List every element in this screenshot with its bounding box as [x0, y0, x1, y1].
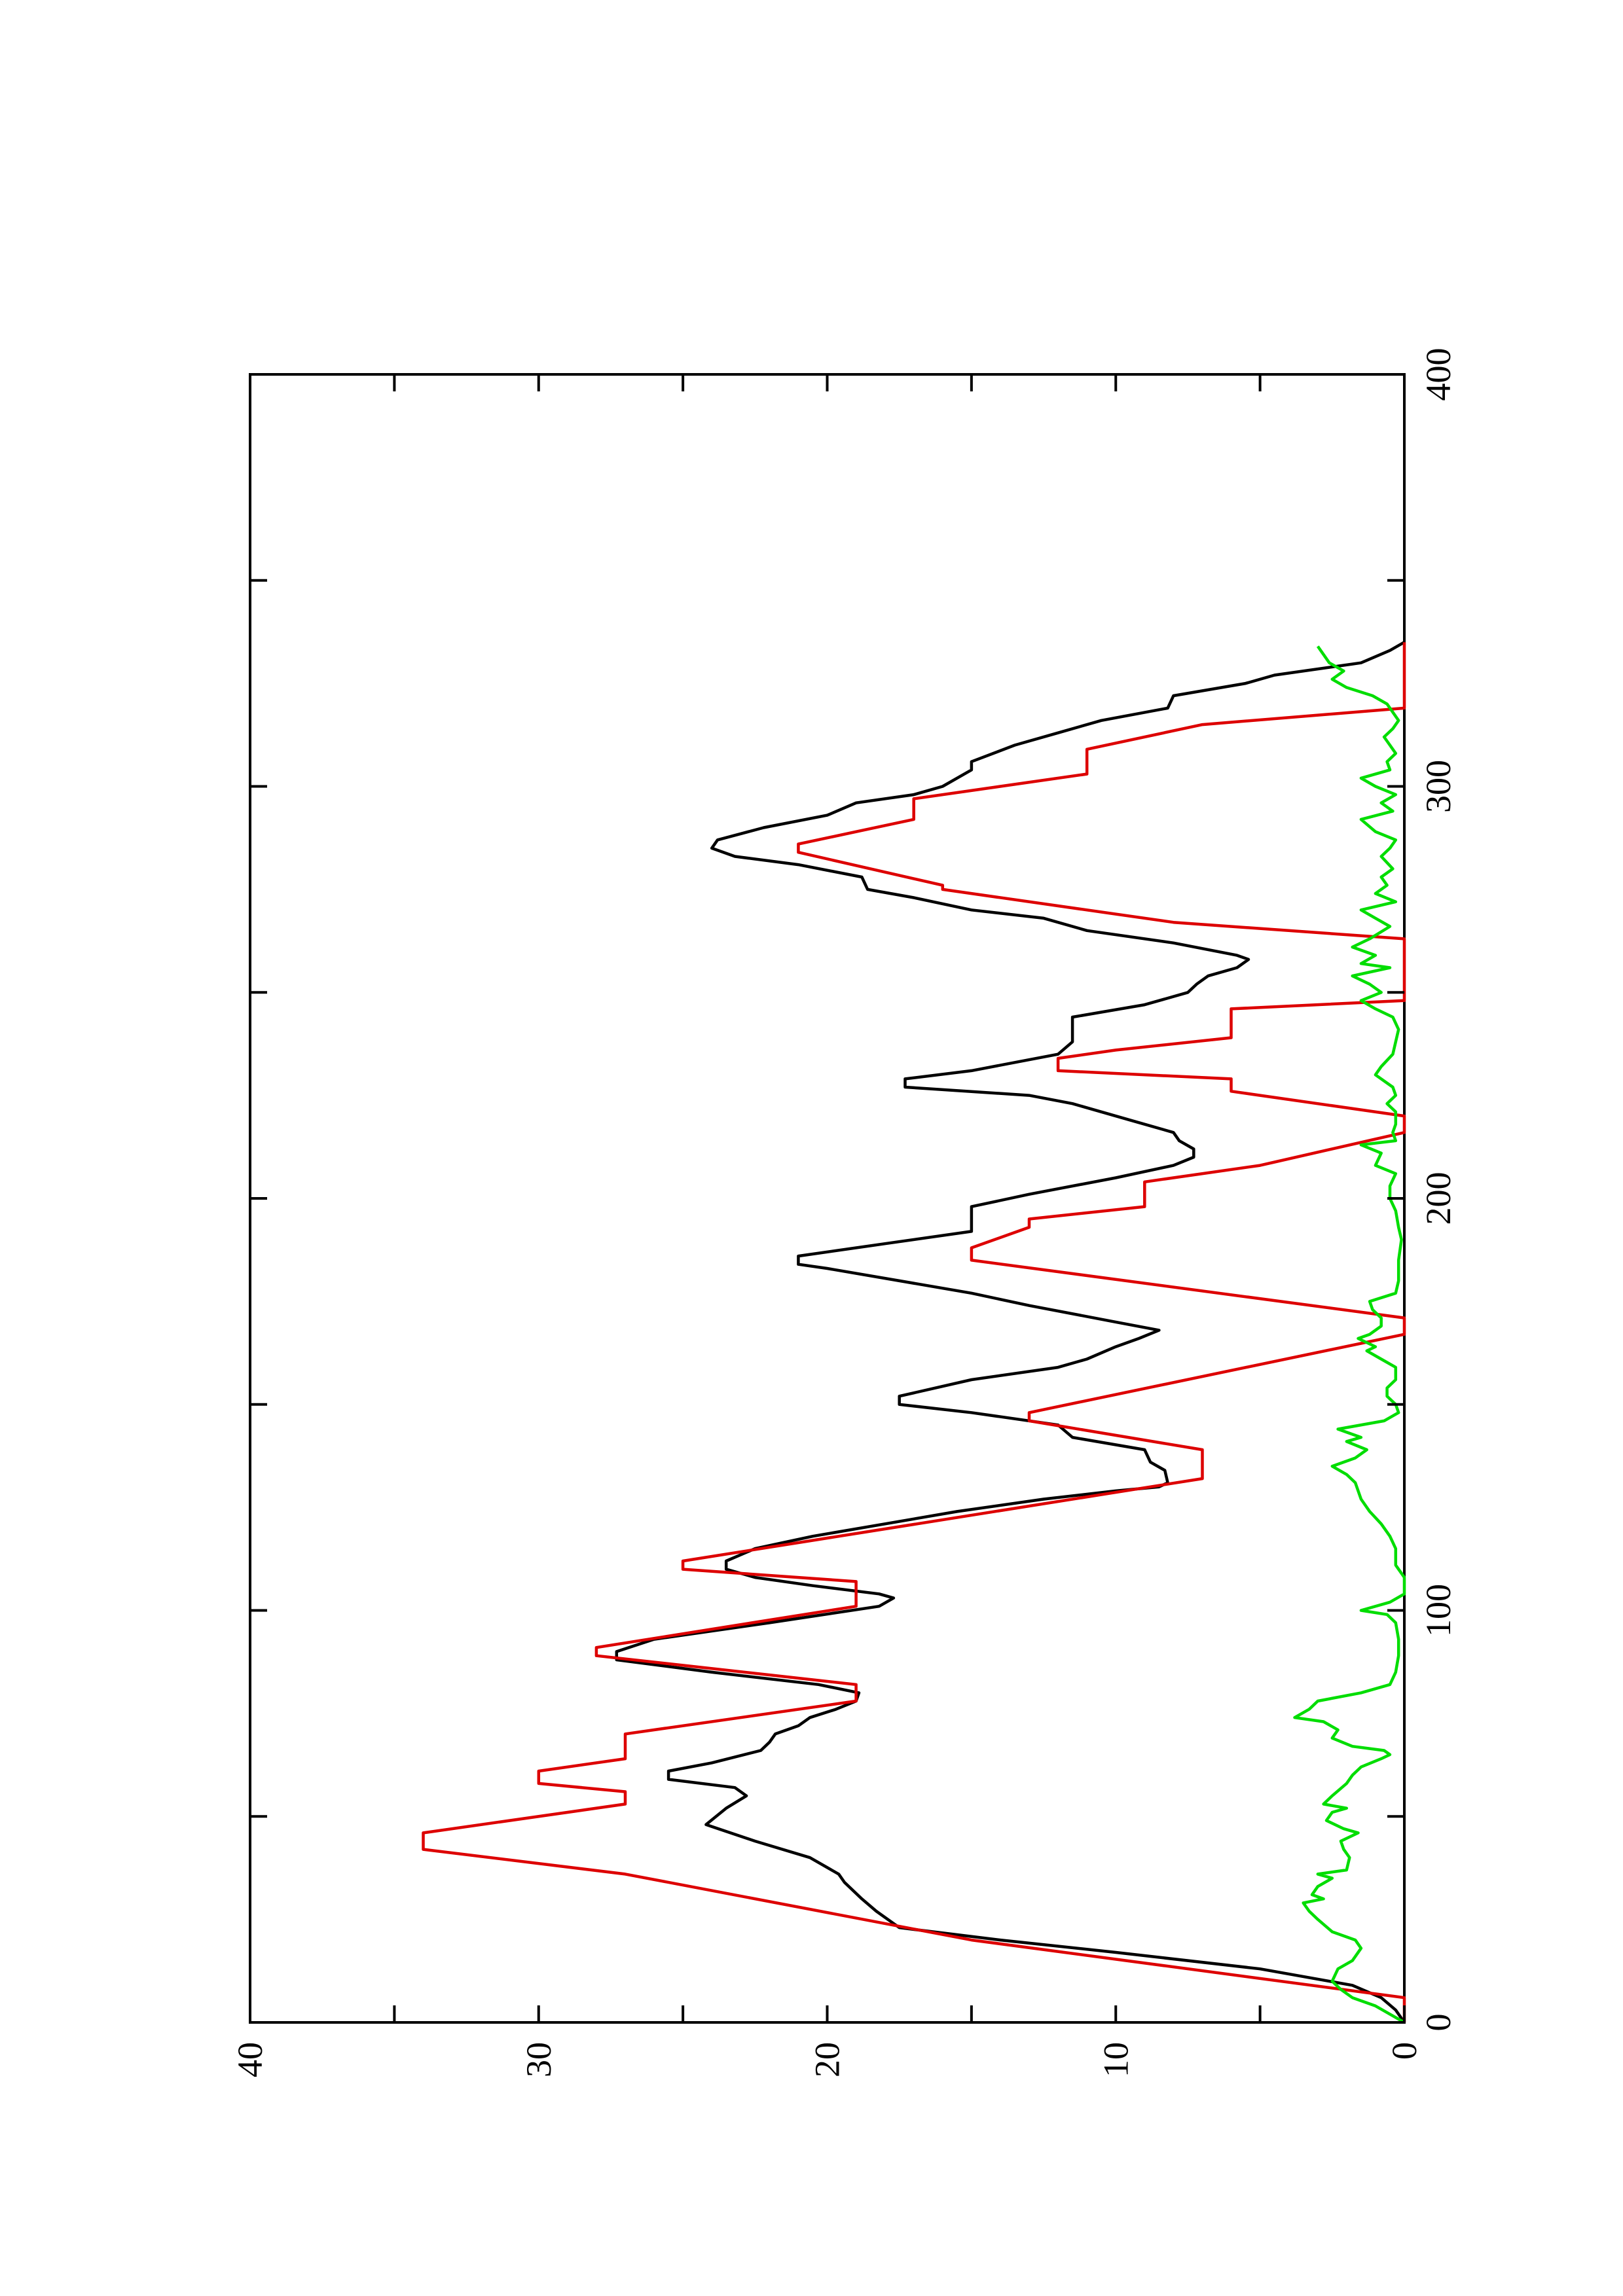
x-tick-label: 200 [1419, 1172, 1458, 1225]
y-tick-label: 20 [808, 2042, 847, 2077]
y-tick-label: 10 [1096, 2042, 1135, 2077]
x-tick-label: 0 [1419, 2014, 1458, 2032]
series-group [422, 641, 1406, 2024]
axes [249, 373, 1406, 2024]
series-line-1 [615, 641, 1406, 2024]
y-tick-label: 0 [1385, 2042, 1424, 2060]
x-tick-label: 300 [1419, 760, 1458, 813]
x-tick-label: 400 [1419, 348, 1458, 401]
y-tick-label: 40 [230, 2042, 270, 2077]
x-tick-label: 100 [1419, 1584, 1458, 1637]
y-tick-label: 30 [519, 2042, 558, 2077]
series-line-3 [1293, 645, 1406, 2024]
ticks: 0 100 200 300 400 0 10 20 30 40 [230, 348, 1458, 2078]
plot-frame [249, 373, 1406, 2024]
series-line-2 [422, 642, 1406, 2022]
